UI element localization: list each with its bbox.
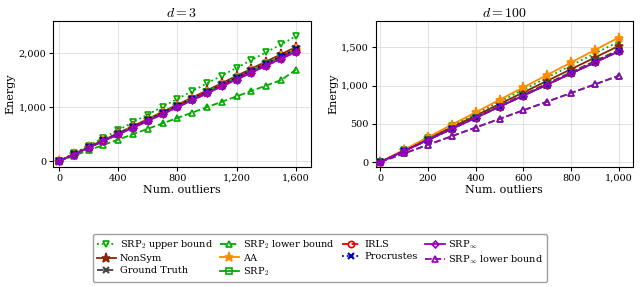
Title: $d = 100$: $d = 100$	[482, 5, 527, 20]
Legend: SRP$_2$ upper bound, NonSym, Ground Truth, SRP$_2$ lower bound, AA, SRP$_2$, IRL: SRP$_2$ upper bound, NonSym, Ground Trut…	[93, 234, 547, 282]
X-axis label: Num. outliers: Num. outliers	[143, 185, 221, 195]
Title: $d = 3$: $d = 3$	[166, 5, 197, 20]
Y-axis label: Energy: Energy	[328, 73, 338, 114]
X-axis label: Num. outliers: Num. outliers	[465, 185, 543, 195]
Y-axis label: Energy: Energy	[6, 73, 15, 114]
